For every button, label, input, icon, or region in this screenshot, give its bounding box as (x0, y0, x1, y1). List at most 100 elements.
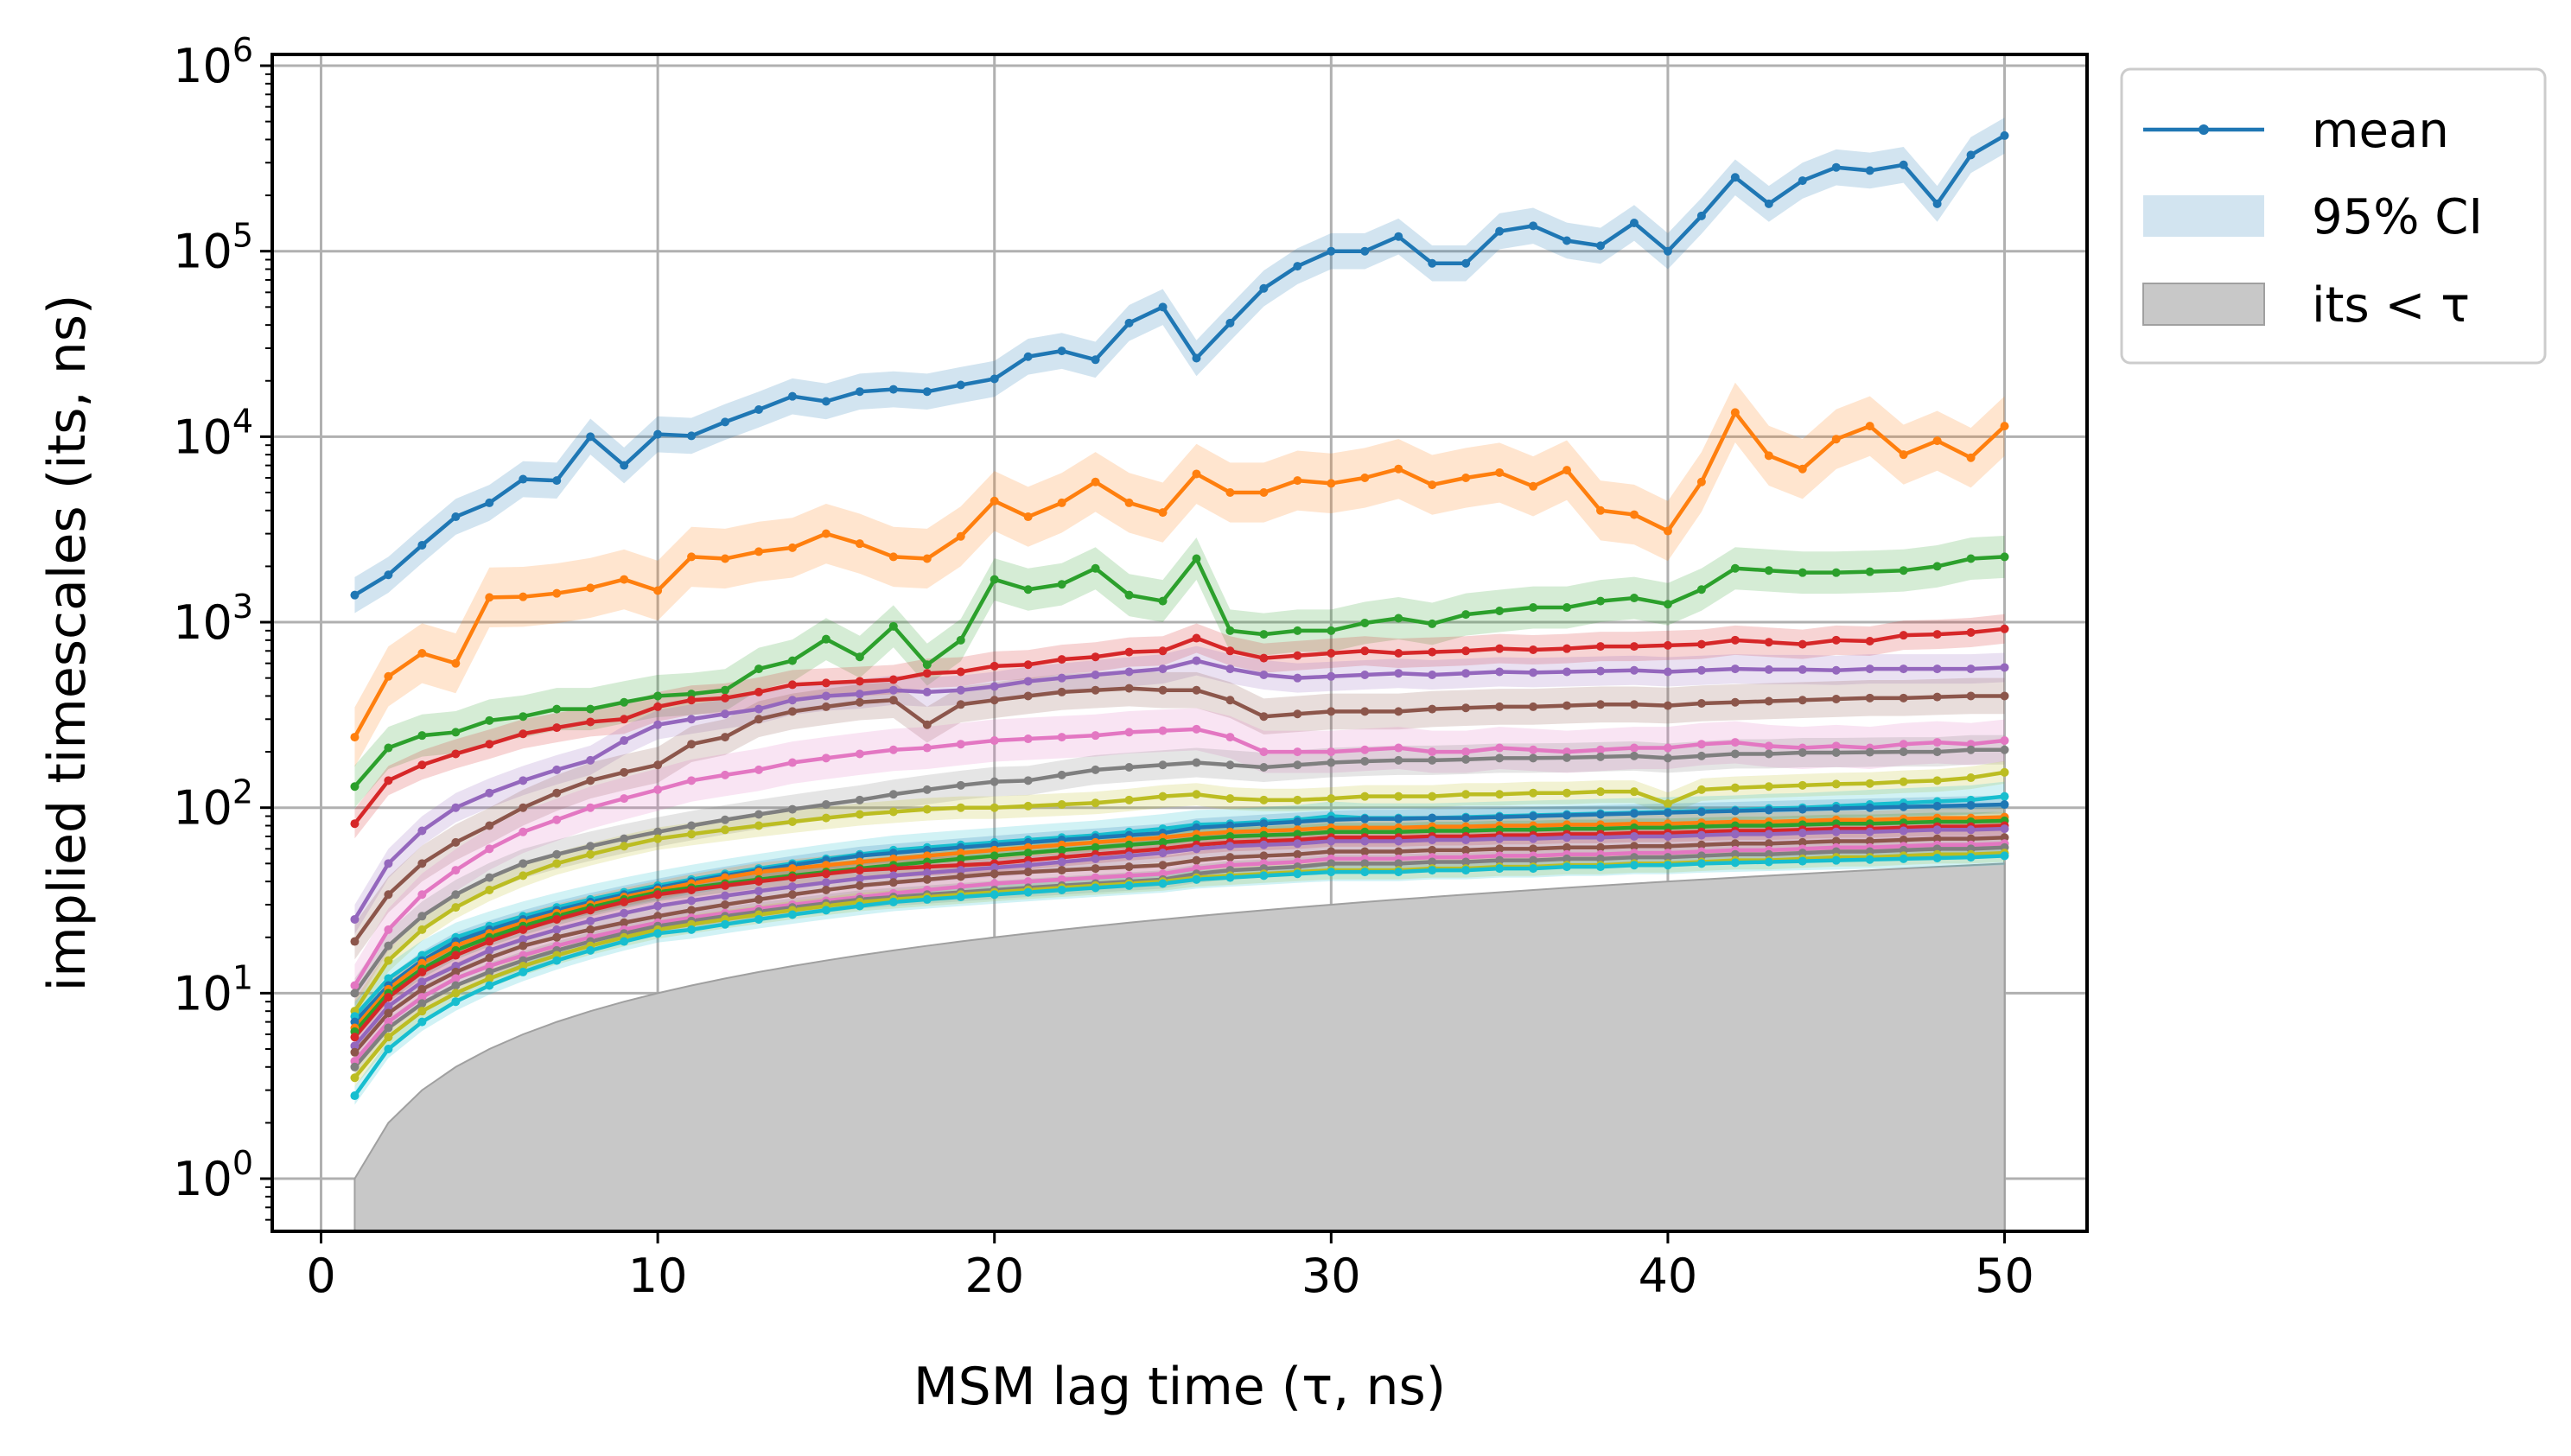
data-point (2000, 745, 2009, 754)
y-tick-label: 100 (173, 1144, 253, 1206)
data-point (1899, 450, 1908, 460)
data-point (1293, 626, 1302, 635)
data-point (922, 743, 932, 753)
data-point (1461, 754, 1471, 764)
data-point (1158, 792, 1168, 801)
data-point (350, 1047, 360, 1057)
data-point (1293, 476, 1302, 486)
data-point (687, 740, 697, 749)
data-point (1057, 347, 1066, 356)
data-point (687, 552, 697, 562)
data-point (1596, 241, 1606, 251)
data-point (451, 903, 461, 912)
data-point (620, 767, 629, 777)
data-point (1225, 842, 1235, 851)
data-point (1293, 651, 1302, 660)
data-point (417, 648, 427, 658)
data-point (1764, 857, 1773, 867)
data-point (519, 935, 528, 944)
data-point (1495, 855, 1505, 865)
data-point (485, 821, 494, 830)
data-point (1023, 660, 1033, 670)
data-point (888, 790, 898, 799)
data-point (2000, 691, 2009, 701)
data-point (1764, 566, 1773, 575)
series-line-18 (353, 850, 2005, 1079)
data-point (1663, 853, 1672, 862)
data-point (821, 397, 830, 406)
data-point (1596, 842, 1606, 852)
data-point (519, 729, 528, 739)
data-point (451, 837, 461, 847)
data-point (1865, 836, 1874, 846)
data-point (1764, 696, 1773, 706)
data-point (1461, 857, 1471, 867)
data-point (653, 720, 663, 729)
data-point (1663, 831, 1672, 841)
data-point (552, 476, 562, 486)
data-point (1663, 701, 1672, 710)
data-point (1158, 685, 1168, 695)
data-point (1831, 836, 1841, 846)
data-point (1629, 831, 1639, 841)
data-point (687, 690, 697, 699)
data-point (1663, 799, 1672, 809)
data-point (1932, 834, 1942, 843)
data-point (1192, 758, 1201, 767)
data-point (1529, 645, 1538, 654)
data-point (1798, 829, 1807, 838)
data-point (888, 871, 898, 881)
data-point (1327, 815, 1336, 824)
data-point (586, 842, 595, 851)
grid-lines (272, 54, 2087, 1231)
data-point (1629, 842, 1639, 851)
data-point (1124, 840, 1134, 849)
data-point (956, 667, 965, 677)
data-point (922, 804, 932, 814)
data-point (1023, 691, 1033, 701)
data-point (1124, 498, 1134, 507)
data-point (586, 717, 595, 727)
data-point (1192, 823, 1201, 832)
y-axis-title: implied timescales (its, ns) (37, 295, 98, 992)
legend: mean 95% CI its < τ (2120, 67, 2547, 365)
data-point (1798, 780, 1807, 790)
data-point (1394, 859, 1403, 868)
data-point (1899, 566, 1908, 575)
data-point (620, 918, 629, 927)
data-point (855, 387, 864, 397)
data-point (519, 776, 528, 785)
data-point (451, 890, 461, 900)
data-point (922, 851, 932, 861)
data-point (1529, 855, 1538, 865)
data-point (384, 1017, 393, 1027)
data-point (787, 707, 797, 716)
data-point (1360, 246, 1370, 256)
data-point (653, 429, 663, 439)
data-point (1327, 868, 1336, 877)
data-point (956, 803, 965, 812)
data-point (1360, 792, 1370, 801)
data-point (888, 854, 898, 863)
data-point (1428, 755, 1437, 765)
data-point (1225, 873, 1235, 882)
ci-band-series-6 (354, 708, 2005, 1007)
data-point (922, 660, 932, 670)
series-line-1 (353, 410, 2007, 739)
data-point (721, 815, 730, 824)
data-point (1023, 868, 1033, 877)
data-point (1057, 733, 1066, 742)
axis-ticks: 0 10 20 30 40 50 100 101 102 103 104 105 106 (173, 31, 2034, 1303)
data-point (620, 937, 629, 946)
data-point (721, 825, 730, 835)
data-point (821, 753, 830, 763)
data-point (1629, 219, 1639, 228)
data-point (1293, 262, 1302, 271)
data-point (620, 575, 629, 584)
data-point (1865, 422, 1874, 431)
data-point (1764, 849, 1773, 859)
data-point (687, 696, 697, 705)
data-point (1966, 150, 1976, 160)
data-point (1124, 590, 1134, 600)
data-point (1023, 776, 1033, 785)
